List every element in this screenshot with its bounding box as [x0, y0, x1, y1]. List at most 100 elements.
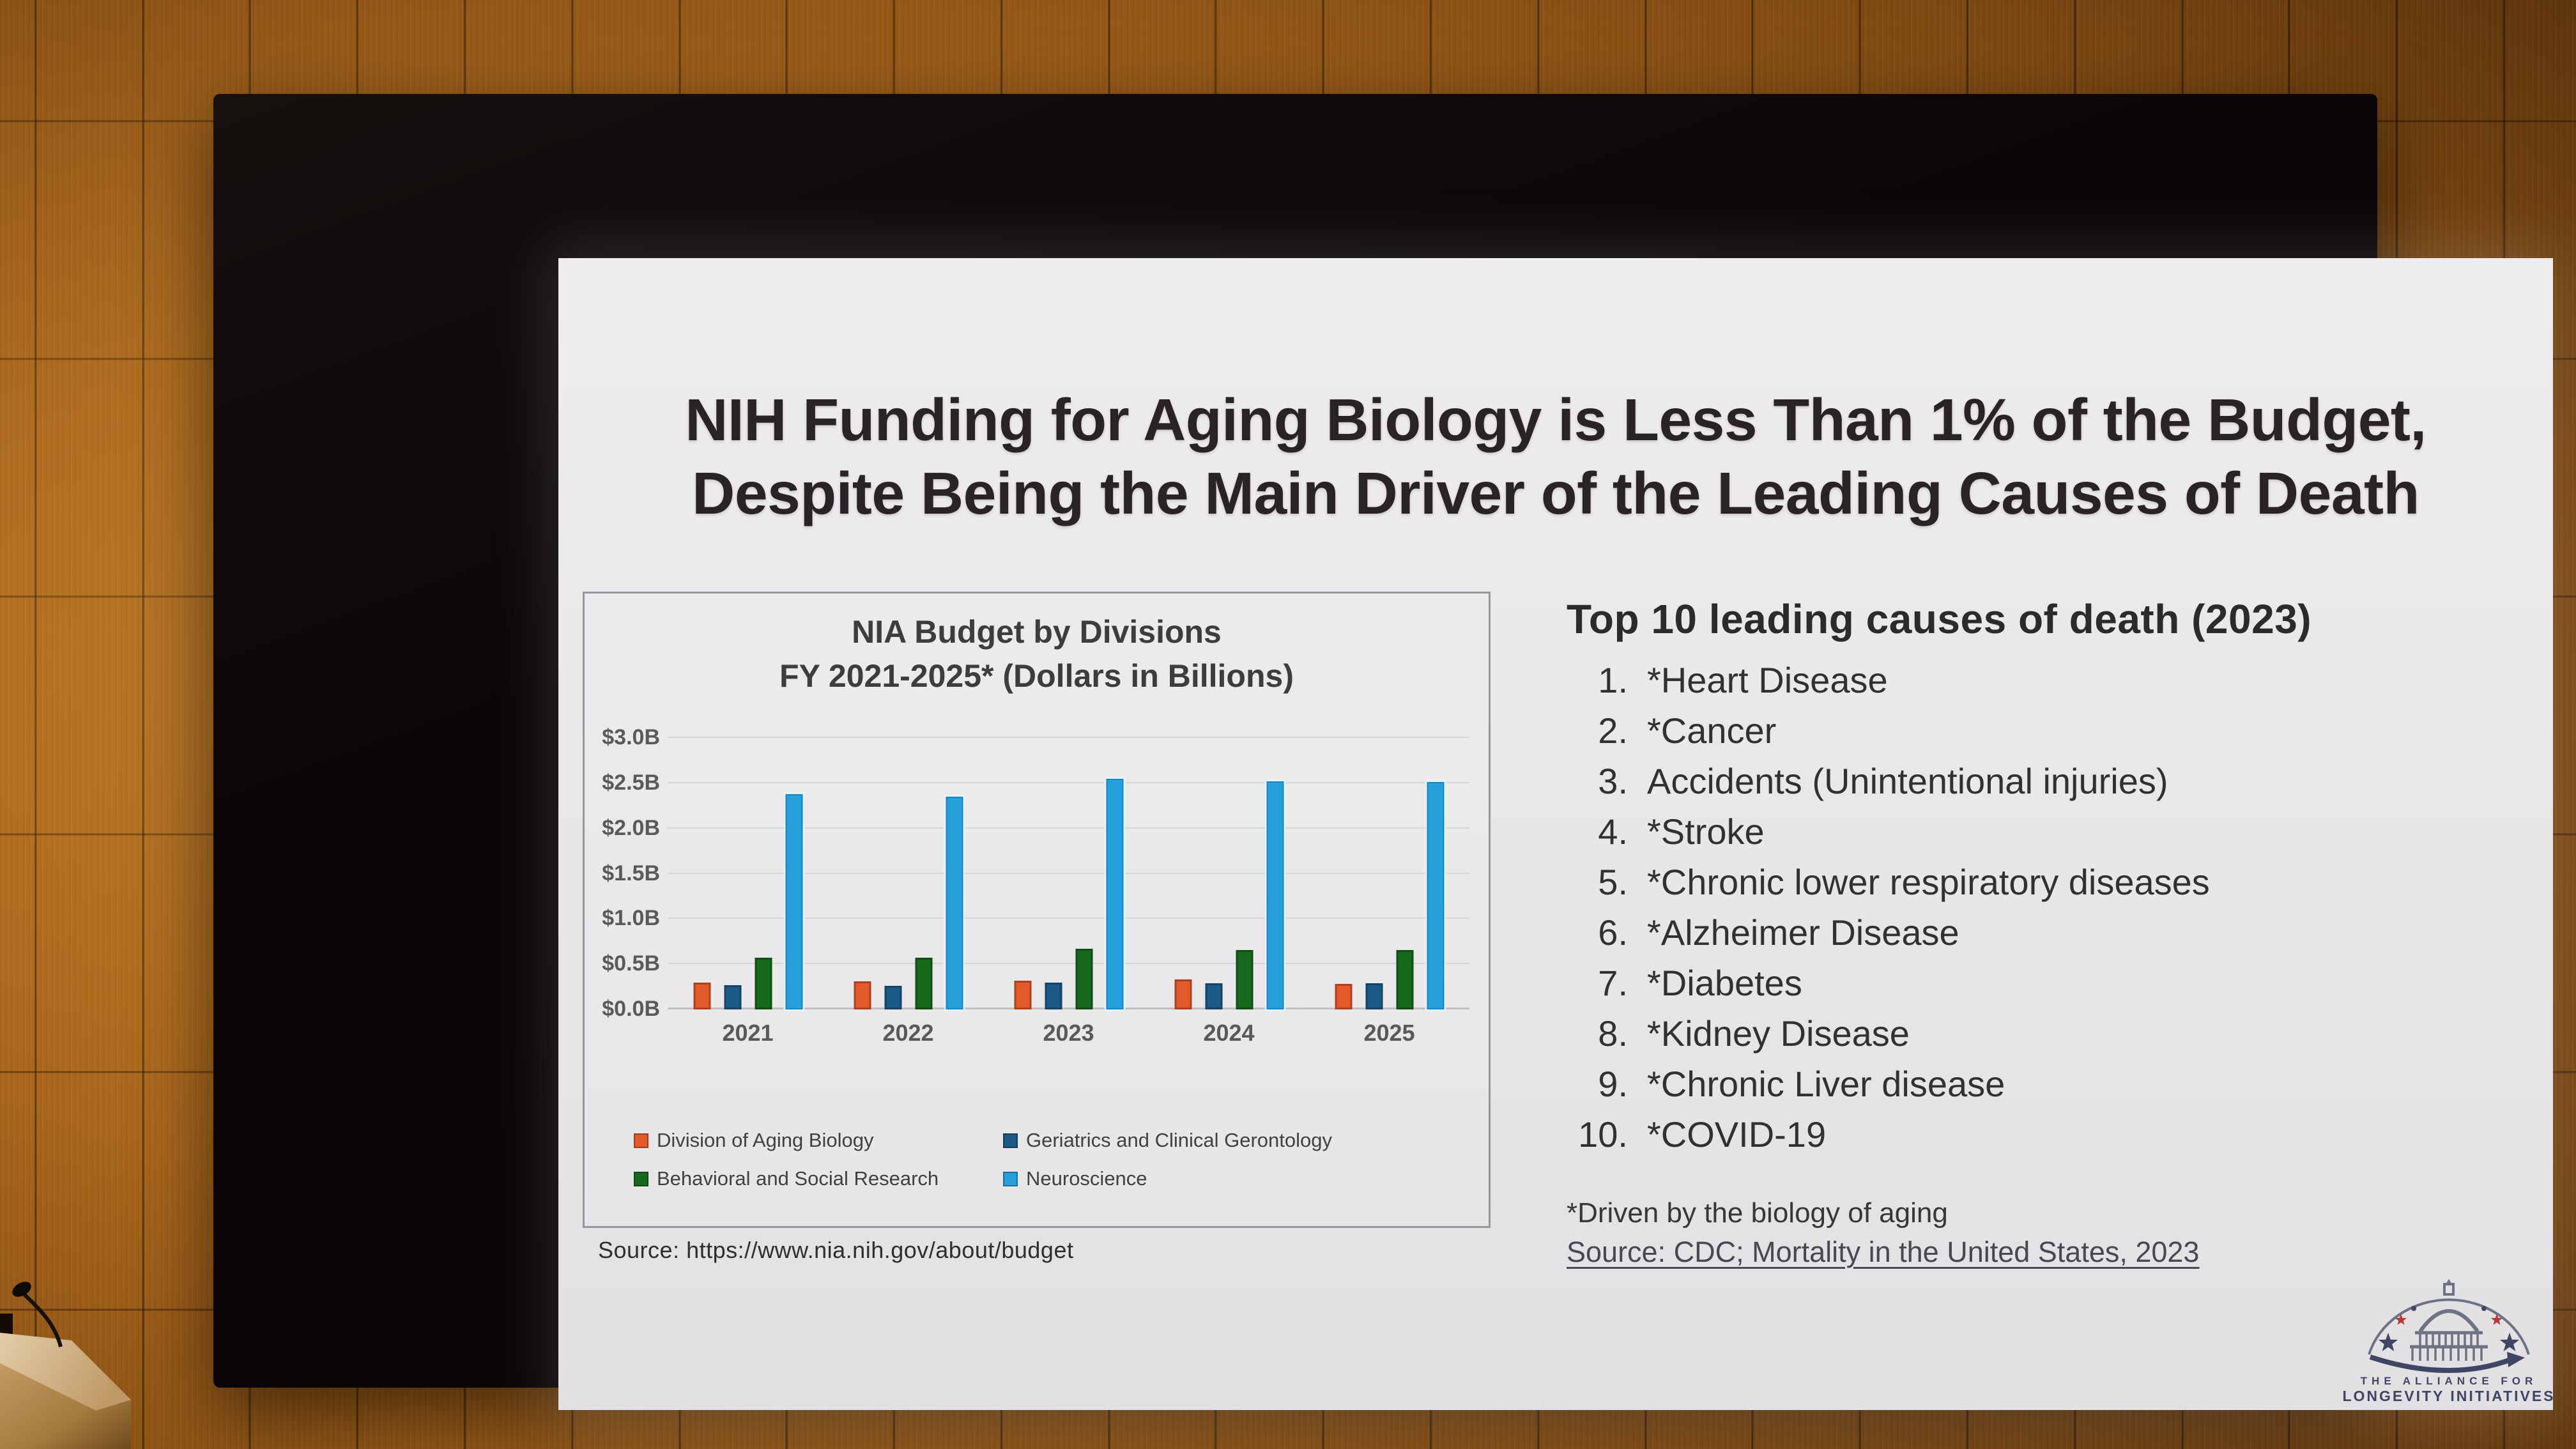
item-number: 9.	[1598, 1063, 1628, 1104]
gridline	[668, 963, 1469, 965]
y-axis-tick-label: $2.5B	[602, 770, 660, 795]
x-axis-tick-label: 2021	[722, 1020, 774, 1046]
projection-screen-bezel: NIH Funding for Aging Biology is Less Th…	[213, 94, 2554, 1410]
y-axis-tick-label: $0.5B	[602, 951, 660, 976]
bar-2021-behavioral-and-social-research	[755, 958, 772, 1009]
item-text: *COVID-19	[1647, 1114, 1827, 1154]
bar-group-2025	[1335, 738, 1444, 1009]
gridline	[668, 781, 1469, 783]
bar-2023-geriatrics-and-clinical-gerontology	[1045, 982, 1062, 1009]
slide-title-line2: Despite Being the Main Driver of the Lea…	[692, 460, 2419, 527]
legend-label: Behavioral and Social Research	[657, 1167, 939, 1190]
list-item: 10. *COVID-19	[1567, 1110, 2474, 1160]
item-text: *Stroke	[1647, 811, 1765, 852]
microphone-icon	[12, 1282, 31, 1297]
y-axis-tick-label: $3.0B	[602, 725, 660, 749]
legend-swatch-icon	[1003, 1133, 1018, 1148]
bar-2025-neuroscience	[1427, 782, 1444, 1009]
bar-2023-behavioral-and-social-research	[1075, 949, 1092, 1009]
bar-group-2024	[1174, 738, 1284, 1009]
y-axis-tick-label: $1.5B	[602, 861, 660, 885]
legend-swatch-icon	[1003, 1171, 1018, 1186]
bar-2024-behavioral-and-social-research	[1236, 949, 1253, 1009]
alliance-longevity-logo: THE ALLIANCE FOR LONGEVITY INITIATIVES	[2340, 1273, 2558, 1408]
podium-front	[0, 1363, 131, 1449]
item-text: *Kidney Disease	[1647, 1013, 1910, 1054]
podium	[0, 1238, 396, 1449]
slide-title: NIH Funding for Aging Biology is Less Th…	[558, 383, 2553, 531]
x-axis-tick-label: 2022	[882, 1020, 934, 1046]
presentation-slide: NIH Funding for Aging Biology is Less Th…	[558, 258, 2554, 1410]
top10-list: 1. *Heart Disease 2. *Cancer 3. Accidents (Un…	[1567, 656, 2474, 1160]
bar-2024-neuroscience	[1266, 781, 1284, 1009]
item-number: 4.	[1598, 811, 1628, 852]
legend-label: Division of Aging Biology	[657, 1129, 874, 1151]
list-item: 4. *Stroke	[1567, 807, 2474, 857]
chart-source-caption: Source: https://www.nia.nih.gov/about/bu…	[598, 1237, 1074, 1263]
gridline	[668, 827, 1469, 829]
item-number: 3.	[1598, 760, 1628, 801]
logo-line1: THE ALLIANCE FOR	[2361, 1375, 2538, 1387]
list-item: 7. *Diabetes	[1567, 958, 2474, 1009]
legend-swatch-icon	[634, 1133, 648, 1148]
legend-label: Geriatrics and Clinical Gerontology	[1026, 1129, 1332, 1151]
bar-2021-geriatrics-and-clinical-gerontology	[724, 985, 741, 1009]
item-number: 1.	[1598, 660, 1628, 700]
podium-top-surface	[0, 1333, 131, 1411]
legend-label: Neuroscience	[1026, 1167, 1147, 1190]
cdc-source-link[interactable]: Source: CDC; Mortality in the United Sta…	[1567, 1235, 2200, 1268]
item-number: 10.	[1578, 1114, 1628, 1154]
bar-2022-geriatrics-and-clinical-gerontology	[884, 986, 901, 1009]
bar-2022-behavioral-and-social-research	[915, 958, 932, 1009]
item-text: *Alzheimer Disease	[1647, 912, 1959, 953]
bar-2022-neuroscience	[946, 797, 963, 1009]
chart-legend: Division of Aging Biology Geriatrics and …	[585, 1129, 1489, 1190]
microphone-gooseneck	[22, 1292, 63, 1347]
item-number: 7.	[1598, 962, 1628, 1003]
list-item: 2. *Cancer	[1567, 706, 2474, 756]
y-axis-tick-label: $1.0B	[602, 906, 660, 931]
list-item: 1. *Heart Disease	[1567, 656, 2474, 706]
list-item: 8. *Kidney Disease	[1567, 1009, 2474, 1059]
bar-2021-division-of-aging-biology	[693, 982, 710, 1009]
legend-item: Division of Aging Biology	[634, 1129, 1003, 1152]
legend-swatch-icon	[634, 1171, 648, 1186]
bar-2025-geriatrics-and-clinical-gerontology	[1365, 983, 1383, 1009]
list-item: 3. Accidents (Unintentional injuries)	[1567, 756, 2474, 807]
x-axis-tick-label: 2025	[1363, 1020, 1415, 1046]
bar-2024-geriatrics-and-clinical-gerontology	[1205, 983, 1222, 1009]
item-text: *Heart Disease	[1647, 660, 1888, 700]
bar-2024-division-of-aging-biology	[1174, 979, 1192, 1009]
item-number: 6.	[1598, 912, 1628, 953]
chart-title: NIA Budget by Divisions	[852, 614, 1222, 650]
top10-section: Top 10 leading causes of death (2023) 1.…	[1567, 595, 2474, 1269]
logo-line2: LONGEVITY INITIATIVES	[2342, 1388, 2555, 1404]
item-number: 5.	[1598, 861, 1628, 902]
nia-budget-chart: NIA Budget by Divisions FY 2021-2025* (D…	[583, 592, 1491, 1228]
gridline	[668, 917, 1469, 919]
bar-group-2021	[693, 738, 802, 1009]
capitol-dome-icon: THE ALLIANCE FOR LONGEVITY INITIATIVES	[2342, 1279, 2555, 1404]
bar-2023-division-of-aging-biology	[1014, 980, 1031, 1009]
legend-item: Geriatrics and Clinical Gerontology	[1003, 1129, 1489, 1152]
bar-group-2022	[854, 738, 963, 1009]
list-item: 9. *Chronic Liver disease	[1567, 1059, 2474, 1110]
top10-heading: Top 10 leading causes of death (2023)	[1567, 596, 2312, 642]
bar-2025-division-of-aging-biology	[1335, 984, 1352, 1009]
item-text: *Cancer	[1647, 710, 1777, 751]
item-number: 8.	[1598, 1013, 1628, 1054]
bar-2021-neuroscience	[785, 793, 802, 1009]
gridline	[668, 737, 1469, 738]
legend-item: Neuroscience	[1003, 1167, 1489, 1190]
list-item: 5. *Chronic lower respiratory diseases	[1567, 857, 2474, 908]
legend-item: Behavioral and Social Research	[634, 1167, 1003, 1190]
item-text: *Chronic lower respiratory diseases	[1647, 861, 2210, 902]
bar-2025-behavioral-and-social-research	[1396, 949, 1413, 1009]
chart-title-block: NIA Budget by Divisions FY 2021-2025* (D…	[585, 610, 1489, 698]
chart-subtitle: FY 2021-2025* (Dollars in Billions)	[779, 658, 1294, 694]
item-number: 2.	[1598, 710, 1628, 751]
list-item: 6. *Alzheimer Disease	[1567, 908, 2474, 958]
slide-title-line1: NIH Funding for Aging Biology is Less Th…	[685, 387, 2426, 453]
y-axis-tick-label: $2.0B	[602, 815, 660, 840]
